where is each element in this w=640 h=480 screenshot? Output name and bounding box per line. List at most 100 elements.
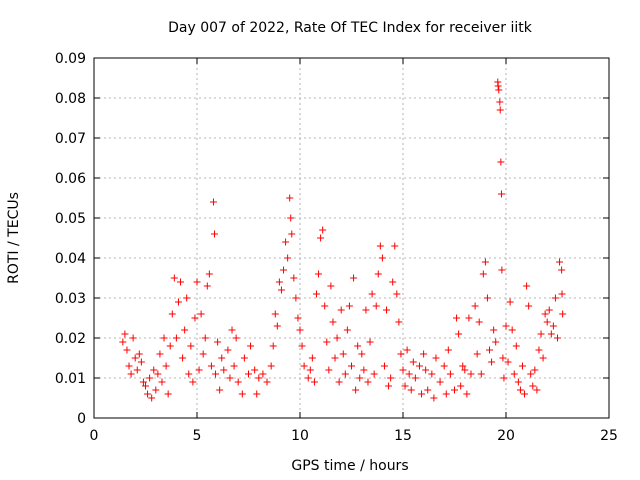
data-point xyxy=(255,374,263,382)
data-point xyxy=(453,314,461,322)
data-point xyxy=(430,394,438,402)
data-point xyxy=(185,370,193,378)
data-point xyxy=(232,334,240,342)
data-point xyxy=(284,254,292,262)
y-tick-label: 0.01 xyxy=(55,371,86,387)
data-point xyxy=(343,326,351,334)
data-point xyxy=(298,342,306,350)
data-point xyxy=(205,270,213,278)
data-point xyxy=(197,310,205,318)
data-point xyxy=(288,230,296,238)
data-point xyxy=(333,334,341,342)
data-point xyxy=(495,86,503,94)
data-point xyxy=(315,270,323,278)
data-point xyxy=(207,362,215,370)
data-point xyxy=(514,378,522,386)
data-point xyxy=(177,278,185,286)
data-point xyxy=(187,342,195,350)
y-tick-label: 0.06 xyxy=(55,171,86,187)
data-point xyxy=(228,326,236,334)
data-point xyxy=(368,290,376,298)
data-point xyxy=(510,370,518,378)
data-point xyxy=(325,366,333,374)
data-point xyxy=(397,350,405,358)
data-point xyxy=(354,342,362,350)
data-point xyxy=(376,242,384,250)
data-point xyxy=(494,82,502,90)
data-point xyxy=(428,370,436,378)
data-point xyxy=(451,386,458,394)
data-point xyxy=(160,334,168,342)
data-point xyxy=(179,354,187,362)
data-point xyxy=(135,350,143,358)
chart-title: Day 007 of 2022, Rate Of TEC Index for r… xyxy=(168,20,533,36)
data-point xyxy=(372,302,380,310)
data-point xyxy=(506,298,514,306)
data-point xyxy=(181,326,189,334)
data-point xyxy=(193,278,201,286)
data-point xyxy=(319,226,327,234)
data-point xyxy=(287,214,295,222)
data-point xyxy=(212,370,220,378)
data-point xyxy=(422,366,430,374)
data-point xyxy=(436,378,444,386)
data-point xyxy=(259,370,267,378)
data-point xyxy=(549,322,557,330)
data-point xyxy=(183,294,191,302)
data-point xyxy=(350,274,358,282)
data-point xyxy=(238,390,246,398)
data-point xyxy=(432,354,440,362)
data-point xyxy=(335,378,343,386)
data-point xyxy=(547,330,555,338)
y-tick-label: 0.03 xyxy=(55,291,86,307)
data-point xyxy=(306,366,314,374)
data-point xyxy=(391,242,399,250)
data-point xyxy=(195,366,203,374)
data-points xyxy=(119,78,567,402)
y-axis-label: ROTI / TECUs xyxy=(6,192,22,284)
data-point xyxy=(409,358,417,366)
data-point xyxy=(263,378,271,386)
data-point xyxy=(525,302,533,310)
y-tick-label: 0 xyxy=(77,411,86,427)
x-tick-label: 25 xyxy=(600,428,618,444)
data-point xyxy=(383,306,391,314)
data-point xyxy=(558,266,566,274)
data-point xyxy=(137,358,145,366)
data-point xyxy=(497,158,505,166)
data-point xyxy=(457,382,465,390)
data-point xyxy=(269,342,277,350)
data-point xyxy=(308,354,316,362)
data-point xyxy=(459,362,467,370)
data-point xyxy=(497,190,505,198)
data-point xyxy=(500,374,508,382)
data-point xyxy=(310,378,318,386)
data-point xyxy=(366,338,374,346)
data-point xyxy=(290,274,298,282)
data-point xyxy=(533,386,541,394)
x-tick-label: 20 xyxy=(497,428,515,444)
data-point xyxy=(444,346,452,354)
data-point xyxy=(125,362,133,370)
data-point xyxy=(201,334,209,342)
data-point xyxy=(551,294,559,302)
data-point xyxy=(403,346,411,354)
data-point xyxy=(539,354,547,362)
axis-ticks: 0 5 10 15 20 25 0 0.01 0.02 0.03 0.04 0.05 0.06 0.07 0… xyxy=(55,51,618,444)
data-point xyxy=(537,330,545,338)
data-point xyxy=(230,362,238,370)
data-point xyxy=(545,306,553,314)
data-point xyxy=(352,386,360,394)
data-point xyxy=(282,238,290,246)
data-point xyxy=(156,350,164,358)
data-point xyxy=(389,278,397,286)
data-point xyxy=(362,306,370,314)
data-point xyxy=(360,366,368,374)
x-tick-label: 10 xyxy=(291,428,309,444)
data-point xyxy=(475,318,483,326)
y-tick-label: 0.08 xyxy=(55,91,86,107)
data-point xyxy=(483,294,491,302)
data-point xyxy=(395,318,403,326)
data-point xyxy=(280,266,288,274)
data-point xyxy=(498,266,506,274)
